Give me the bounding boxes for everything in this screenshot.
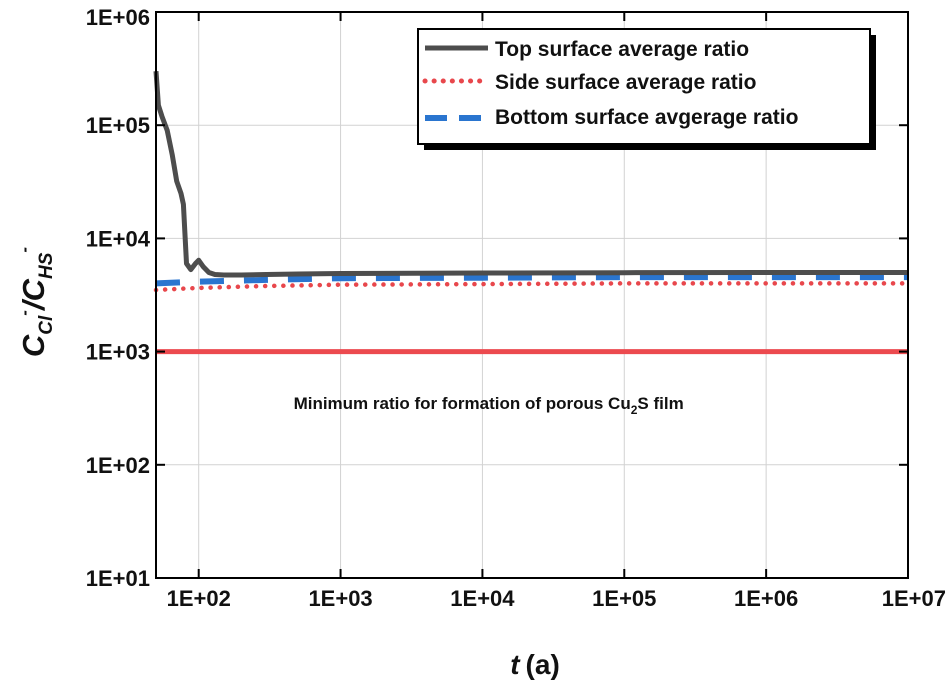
y-tick-label-4: 1E+05 — [86, 113, 150, 138]
y-axis-num-sub: Cl — [36, 315, 57, 335]
series-line-bottom — [155, 274, 908, 287]
y-tick-label-0: 1E+01 — [86, 566, 150, 591]
series-line-side — [153, 281, 911, 293]
y-axis-num-base: C — [16, 334, 51, 357]
annotation-min-ratio: Minimum ratio for formation of porous Cu… — [294, 394, 684, 417]
y-axis-slash: / — [16, 298, 51, 312]
y-tick-label-3: 1E+04 — [86, 226, 151, 251]
legend-label-top: Top surface average ratio — [495, 38, 749, 61]
x-tick-label-0: 1E+02 — [167, 586, 231, 611]
plot-border — [155, 11, 909, 579]
annotation-subscript: 2 — [631, 403, 638, 417]
legend-label-side: Side surface average ratio — [495, 71, 756, 94]
y-tick-label-5: 1E+06 — [86, 5, 150, 30]
x-axis-symbol: t — [510, 649, 521, 680]
x-tick-label-3: 1E+05 — [592, 586, 656, 611]
y-axis-den-sub: HS — [36, 252, 57, 279]
x-tick-label-5: 1E+07 — [882, 586, 946, 611]
series-group — [153, 71, 911, 293]
legend-label-bottom: Bottom surface avgerage ratio — [495, 106, 798, 129]
x-axis-unit: (a) — [526, 649, 560, 680]
annotation-text-pre: Minimum ratio for formation of porous Cu — [294, 394, 631, 413]
y-axis-den-sup: - — [15, 247, 34, 253]
x-tick-label-2: 1E+04 — [450, 586, 515, 611]
x-tick-label-1: 1E+03 — [308, 586, 372, 611]
y-tick-label-1: 1E+02 — [86, 453, 150, 478]
plot-frame — [155, 11, 909, 579]
series-line-top — [153, 71, 908, 278]
legend: Top surface average ratio Side surface a… — [417, 28, 876, 150]
y-axis-title: CCl-/CHS- — [15, 247, 57, 357]
x-axis-title: t (a) — [510, 649, 560, 680]
y-tick-label-2: 1E+03 — [86, 340, 150, 365]
ticks: 1E+02 1E+03 1E+04 1E+05 1E+06 1E+07 1E+01 1E+02… — [86, 5, 946, 611]
y-axis-den-base: C — [16, 278, 51, 301]
x-tick-label-4: 1E+06 — [734, 586, 798, 611]
annotation-text-post: S film — [637, 394, 683, 413]
y-axis-num-sup: - — [15, 310, 34, 316]
legend-box — [417, 28, 871, 145]
